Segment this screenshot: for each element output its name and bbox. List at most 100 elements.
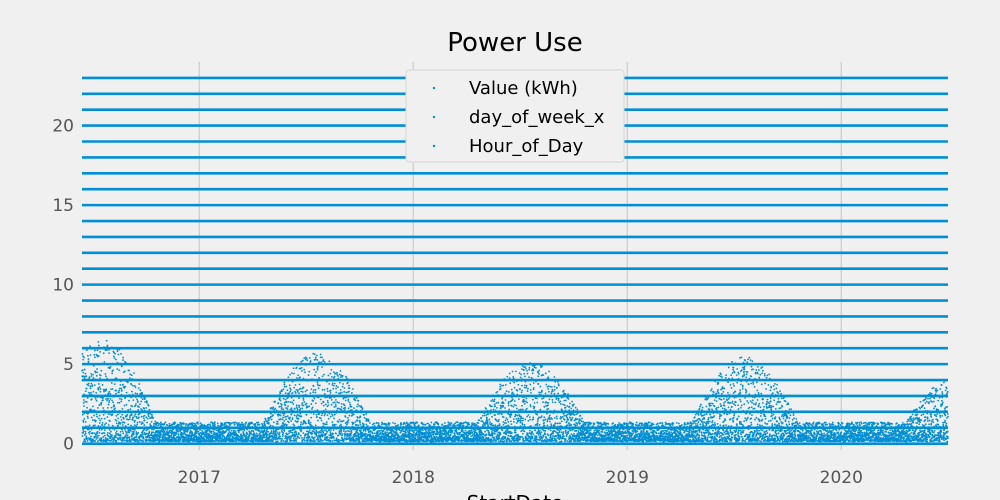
value-point: [408, 423, 411, 426]
value-point: [149, 439, 152, 442]
value-point: [120, 393, 123, 396]
value-point: [299, 434, 302, 437]
value-point: [248, 427, 251, 430]
value-point: [373, 422, 375, 425]
value-point: [344, 416, 347, 418]
value-point: [132, 425, 134, 428]
value-point: [322, 434, 324, 436]
value-point: [95, 399, 98, 402]
value-point: [320, 428, 323, 431]
value-point: [148, 432, 150, 435]
value-point: [314, 388, 317, 391]
value-point: [105, 349, 108, 352]
value-point: [494, 405, 497, 407]
value-point: [118, 389, 121, 392]
value-point: [155, 424, 158, 427]
value-point: [290, 379, 293, 381]
value-point: [342, 419, 345, 422]
value-point: [380, 427, 383, 430]
value-point: [121, 424, 124, 426]
value-point: [209, 424, 212, 427]
value-point: [139, 403, 141, 406]
value-point: [146, 410, 149, 413]
value-point: [136, 421, 139, 424]
value-point: [113, 428, 116, 431]
value-point: [299, 407, 302, 410]
value-point: [84, 432, 87, 435]
value-point: [276, 410, 278, 413]
value-point: [355, 409, 358, 412]
value-point: [276, 420, 279, 423]
value-point: [303, 368, 306, 371]
value-point: [487, 426, 490, 429]
value-point: [123, 421, 126, 424]
value-point: [340, 405, 343, 408]
value-point: [289, 401, 292, 404]
value-point: [252, 430, 255, 433]
value-point: [105, 339, 108, 342]
value-point: [226, 425, 229, 428]
value-point: [116, 401, 119, 404]
value-point: [314, 410, 317, 412]
value-point: [96, 349, 99, 352]
value-point: [164, 421, 167, 424]
value-point: [136, 423, 139, 426]
value-point: [293, 372, 295, 375]
value-point: [142, 437, 145, 440]
value-point: [127, 423, 130, 426]
value-point: [305, 413, 308, 416]
value-point: [270, 427, 272, 430]
value-point: [283, 381, 286, 384]
value-point: [150, 421, 153, 423]
value-point: [363, 414, 366, 416]
value-point: [485, 414, 488, 416]
value-point: [168, 422, 171, 425]
value-point: [106, 399, 108, 402]
value-point: [304, 411, 307, 414]
value-point: [148, 434, 151, 437]
value-point: [115, 436, 118, 439]
value-point: [85, 375, 88, 378]
value-point: [96, 415, 99, 418]
value-point: [495, 426, 497, 428]
value-point: [128, 394, 131, 396]
value-point: [87, 412, 90, 415]
value-point: [95, 413, 98, 416]
value-point: [302, 399, 305, 401]
value-point: [227, 432, 230, 435]
value-point: [98, 410, 100, 413]
value-point: [341, 433, 344, 436]
value-point: [324, 413, 327, 415]
value-point: [492, 424, 495, 427]
value-point: [186, 430, 189, 433]
value-point: [140, 396, 143, 399]
value-point: [356, 405, 358, 408]
value-point: [492, 432, 494, 434]
value-point: [136, 401, 139, 403]
value-point: [102, 396, 104, 399]
value-point: [493, 400, 496, 402]
value-point: [307, 374, 310, 377]
value-point: [404, 422, 407, 425]
value-point: [163, 431, 166, 433]
value-point: [106, 406, 109, 409]
value-point: [134, 396, 137, 398]
value-point: [113, 357, 116, 359]
value-point: [106, 377, 108, 380]
value-point: [143, 419, 146, 422]
value-point: [301, 359, 304, 362]
value-point: [208, 433, 211, 436]
value-point: [201, 424, 204, 427]
value-point: [143, 407, 146, 410]
value-point: [352, 388, 354, 390]
value-point: [88, 393, 91, 395]
value-point: [116, 368, 119, 370]
value-point: [306, 359, 309, 362]
value-point: [110, 388, 112, 391]
value-point: [433, 430, 436, 433]
value-point: [282, 416, 285, 419]
value-point: [312, 391, 315, 394]
value-point: [284, 398, 287, 401]
value-point: [313, 428, 315, 431]
value-point: [314, 356, 317, 359]
